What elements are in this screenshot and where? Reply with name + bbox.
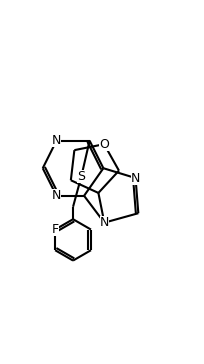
Text: S: S: [77, 170, 85, 183]
Text: F: F: [52, 223, 59, 236]
Text: O: O: [99, 138, 109, 151]
Text: N: N: [131, 171, 140, 185]
Text: N: N: [52, 189, 61, 202]
Text: N: N: [52, 134, 61, 147]
Text: N: N: [100, 216, 109, 229]
